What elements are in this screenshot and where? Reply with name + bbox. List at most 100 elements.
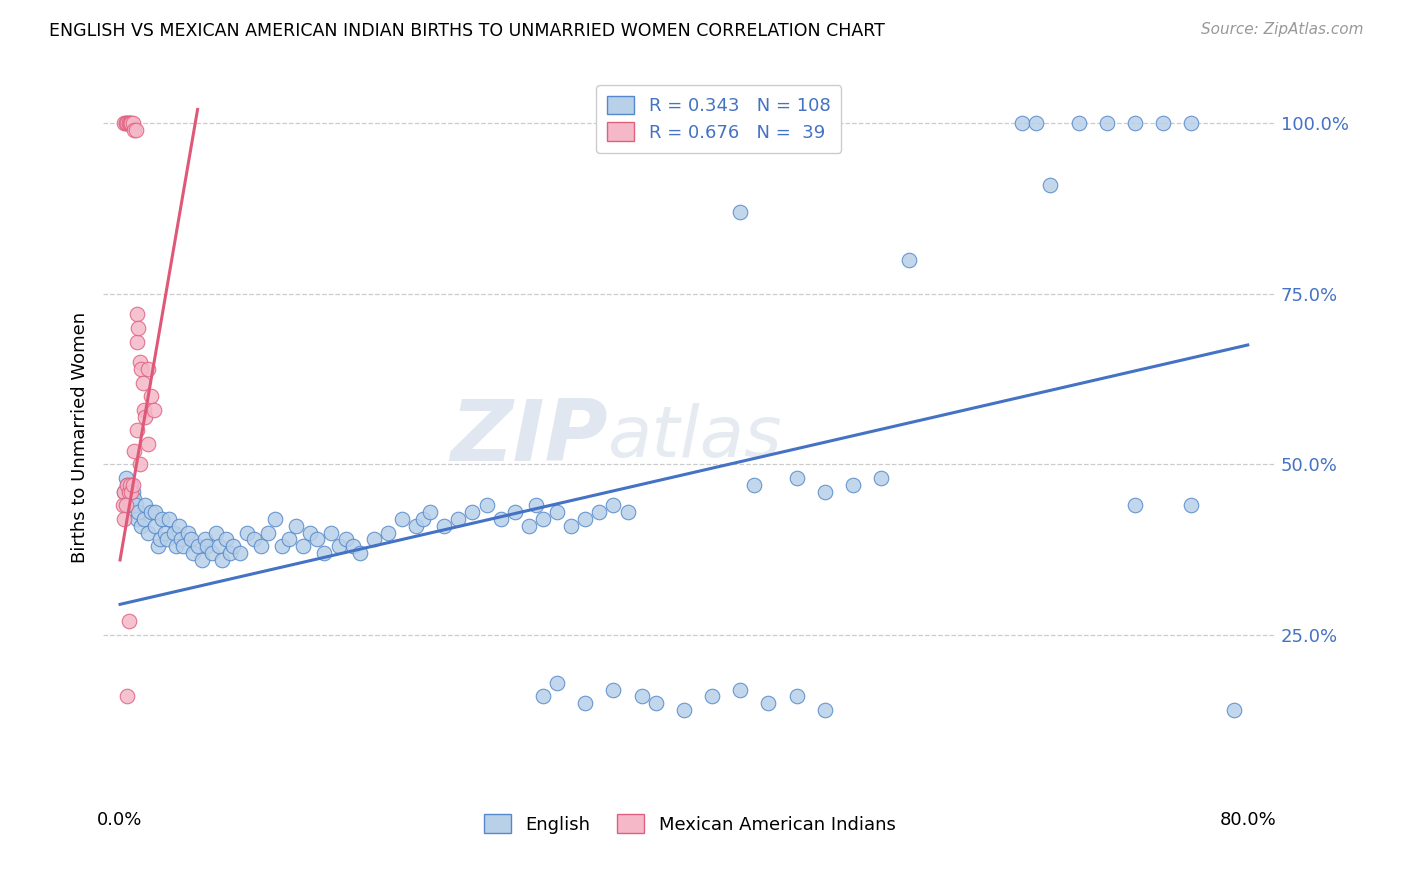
- Point: [129, 519, 152, 533]
- Point: [187, 539, 209, 553]
- Point: [127, 321, 149, 335]
- Point: [1222, 703, 1244, 717]
- Point: [118, 499, 141, 513]
- Point: [125, 307, 148, 321]
- Point: [194, 533, 217, 547]
- Point: [136, 525, 159, 540]
- Point: [115, 116, 138, 130]
- Point: [134, 499, 156, 513]
- Point: [219, 546, 242, 560]
- Point: [157, 512, 180, 526]
- Point: [134, 409, 156, 424]
- Point: [117, 116, 139, 130]
- Point: [574, 696, 596, 710]
- Point: [730, 682, 752, 697]
- Point: [1025, 116, 1047, 130]
- Point: [201, 546, 224, 560]
- Point: [602, 499, 624, 513]
- Point: [122, 443, 145, 458]
- Point: [112, 116, 135, 130]
- Point: [391, 512, 413, 526]
- Point: [419, 505, 441, 519]
- Point: [299, 525, 322, 540]
- Point: [560, 519, 582, 533]
- Point: [1123, 116, 1146, 130]
- Point: [616, 505, 638, 519]
- Point: [142, 402, 165, 417]
- Text: ENGLISH VS MEXICAN AMERICAN INDIAN BIRTHS TO UNMARRIED WOMEN CORRELATION CHART: ENGLISH VS MEXICAN AMERICAN INDIAN BIRTH…: [49, 22, 886, 40]
- Point: [433, 519, 456, 533]
- Point: [117, 116, 139, 130]
- Point: [546, 505, 568, 519]
- Point: [1180, 116, 1202, 130]
- Text: Source: ZipAtlas.com: Source: ZipAtlas.com: [1201, 22, 1364, 37]
- Point: [524, 499, 547, 513]
- Point: [153, 525, 176, 540]
- Text: atlas: atlas: [607, 402, 782, 472]
- Point: [489, 512, 512, 526]
- Point: [191, 553, 214, 567]
- Point: [447, 512, 470, 526]
- Point: [335, 533, 357, 547]
- Point: [342, 539, 364, 553]
- Point: [1123, 499, 1146, 513]
- Point: [898, 252, 921, 267]
- Point: [517, 519, 540, 533]
- Point: [139, 389, 162, 403]
- Point: [222, 539, 245, 553]
- Point: [118, 116, 141, 130]
- Point: [128, 458, 150, 472]
- Point: [349, 546, 371, 560]
- Point: [112, 512, 135, 526]
- Point: [1067, 116, 1090, 130]
- Point: [122, 123, 145, 137]
- Point: [143, 505, 166, 519]
- Point: [183, 546, 205, 560]
- Point: [630, 690, 652, 704]
- Point: [1039, 178, 1062, 192]
- Point: [1180, 499, 1202, 513]
- Point: [131, 376, 153, 390]
- Point: [377, 525, 399, 540]
- Point: [531, 690, 554, 704]
- Point: [162, 525, 184, 540]
- Point: [155, 533, 177, 547]
- Point: [215, 533, 238, 547]
- Point: [321, 525, 343, 540]
- Point: [531, 512, 554, 526]
- Point: [115, 478, 138, 492]
- Point: [264, 512, 287, 526]
- Y-axis label: Births to Unmarried Women: Births to Unmarried Women: [72, 311, 89, 563]
- Point: [112, 484, 135, 499]
- Point: [177, 525, 200, 540]
- Point: [120, 116, 142, 130]
- Point: [1152, 116, 1174, 130]
- Point: [208, 539, 231, 553]
- Point: [120, 484, 142, 499]
- Point: [730, 205, 752, 219]
- Point: [114, 499, 136, 513]
- Point: [150, 512, 173, 526]
- Point: [814, 484, 837, 499]
- Point: [125, 512, 148, 526]
- Point: [412, 512, 434, 526]
- Point: [121, 484, 143, 499]
- Point: [165, 539, 187, 553]
- Point: [117, 484, 139, 499]
- Point: [127, 505, 149, 519]
- Legend: English, Mexican American Indians: English, Mexican American Indians: [472, 804, 907, 845]
- Point: [700, 690, 723, 704]
- Point: [744, 478, 766, 492]
- Point: [461, 505, 484, 519]
- Point: [139, 505, 162, 519]
- Point: [128, 355, 150, 369]
- Point: [180, 533, 202, 547]
- Point: [1095, 116, 1118, 130]
- Point: [328, 539, 350, 553]
- Point: [148, 533, 170, 547]
- Point: [814, 703, 837, 717]
- Point: [250, 539, 273, 553]
- Point: [786, 471, 808, 485]
- Point: [257, 525, 280, 540]
- Point: [132, 512, 155, 526]
